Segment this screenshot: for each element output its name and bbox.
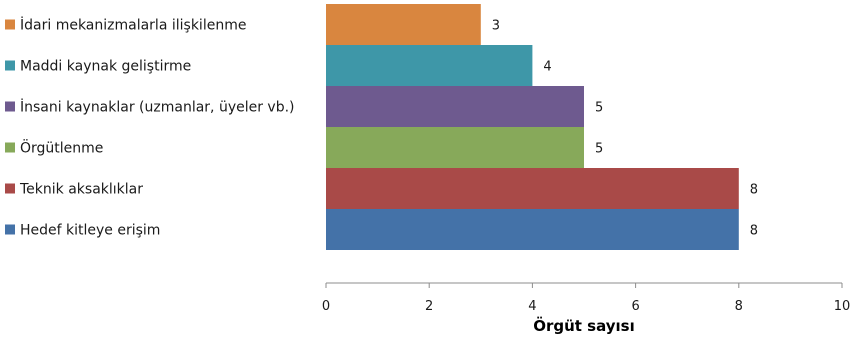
x-axis-title: Örgüt sayısı	[533, 316, 635, 335]
data-label-2: 5	[595, 142, 603, 157]
x-tick-label-4: 8	[735, 299, 743, 314]
data-label-0: 8	[750, 224, 758, 239]
data-label-5: 3	[492, 19, 500, 34]
legend-label-1: Teknik aksaklıklar	[19, 182, 143, 198]
bar-0	[326, 209, 739, 250]
data-label-1: 8	[750, 183, 758, 198]
legend-label-3: İnsani kaynaklar (uzmanlar, üyeler vb.)	[20, 98, 295, 116]
data-label-3: 5	[595, 101, 603, 116]
legend-swatch-3	[5, 101, 15, 112]
x-tick-label-0: 0	[322, 299, 330, 314]
bars	[326, 4, 739, 250]
bar-1	[326, 168, 739, 209]
legend-swatch-0	[5, 224, 15, 235]
data-label-4: 4	[543, 60, 551, 75]
legend-swatch-4	[5, 60, 15, 71]
legend: Hedef kitleye erişim Teknik aksaklıklar Ör…	[5, 16, 295, 239]
bar-2	[326, 127, 584, 168]
x-axis: 0 2 4 6 8 10	[322, 282, 851, 314]
x-tick-label-3: 6	[631, 299, 639, 314]
x-tick-label-2: 4	[528, 299, 536, 314]
legend-swatch-5	[5, 19, 15, 30]
x-tick-label-1: 2	[425, 299, 433, 314]
bar-5	[326, 4, 481, 45]
legend-label-5: İdari mekanizmalarla ilişkilenme	[20, 16, 246, 34]
legend-label-4: Maddi kaynak geliştirme	[20, 59, 191, 75]
data-labels: 8 8 5 5 4 3	[492, 19, 758, 239]
legend-label-0: Hedef kitleye erişim	[20, 223, 160, 239]
legend-swatch-1	[5, 183, 15, 194]
bar-3	[326, 86, 584, 127]
x-tick-label-5: 10	[834, 299, 851, 314]
bar-4	[326, 45, 533, 86]
legend-label-2: Örgütlenme	[20, 139, 103, 157]
legend-swatch-2	[5, 142, 15, 153]
